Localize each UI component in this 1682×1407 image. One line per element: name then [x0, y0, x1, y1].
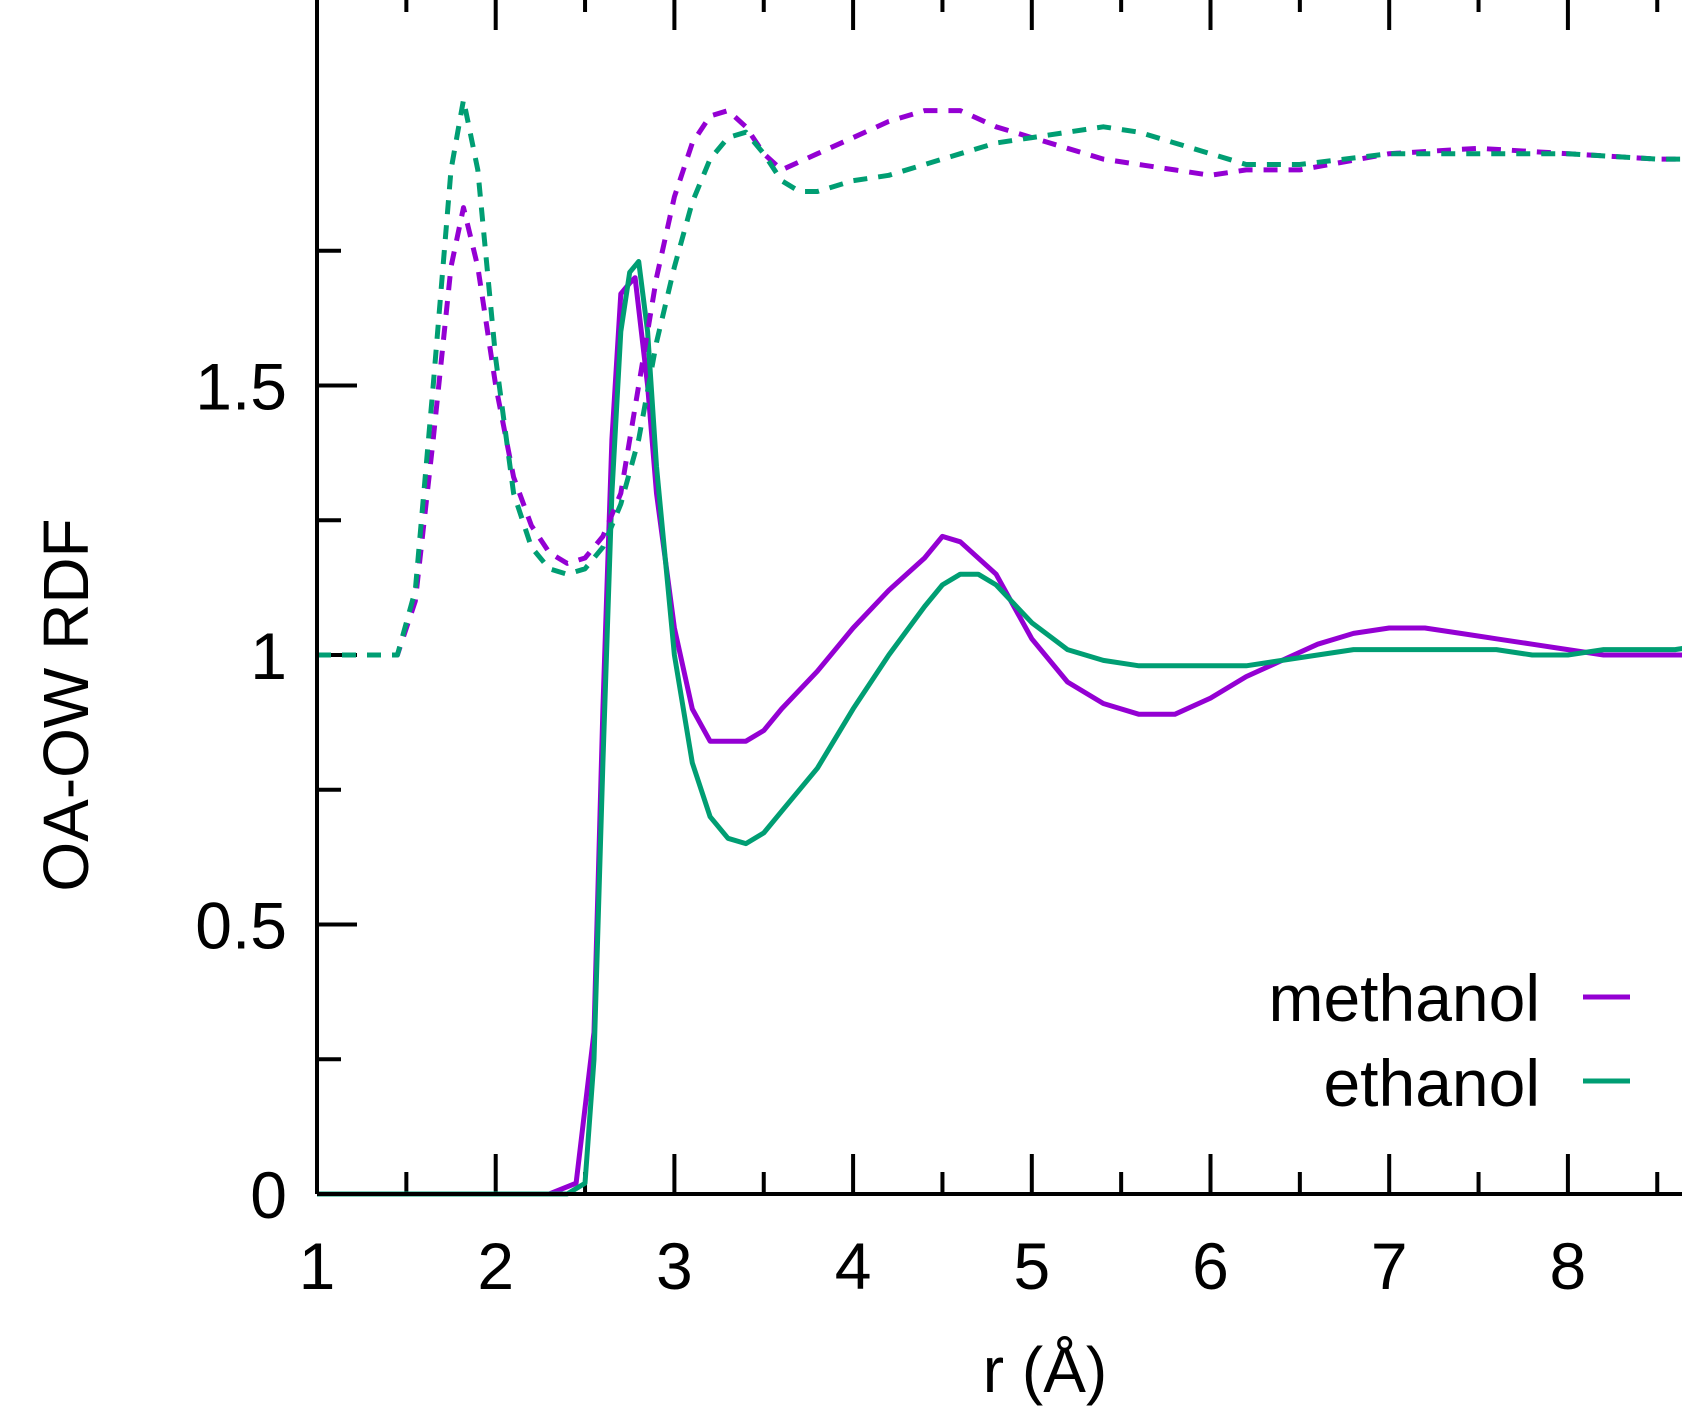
series-line-ethanol-dashed [317, 97, 1682, 658]
x-tick-label: 8 [1550, 1229, 1587, 1303]
series-line-ethanol [317, 259, 1682, 1197]
y-tick-label: 1.5 [195, 350, 287, 424]
x-axis-title: r (Å) [983, 1334, 1107, 1406]
y-tick-label: 0 [250, 1158, 287, 1232]
legend-label-ethanol: ethanol [1323, 1046, 1540, 1120]
series-line-methanol [317, 275, 1682, 1197]
legend-label-methanol: methanol [1268, 961, 1540, 1035]
x-tick-label: 1 [299, 1229, 336, 1303]
x-tick-label: 7 [1371, 1229, 1408, 1303]
legend: methanol ethanol [1268, 961, 1630, 1120]
x-tick-label: 4 [835, 1229, 872, 1303]
y-axis-title: OA-OW RDF [30, 518, 102, 891]
x-tick-label: 6 [1192, 1229, 1229, 1303]
axis-ticks [315, 0, 1660, 1196]
y-tick-label: 0.5 [195, 889, 287, 963]
x-tick-label: 5 [1013, 1229, 1050, 1303]
series-line-methanol-dashed [317, 108, 1682, 658]
tick-labels: 1 2 3 4 5 6 7 8 0 0.5 1 1.5 [195, 350, 1586, 1304]
series-lines [317, 97, 1682, 1197]
x-tick-label: 2 [477, 1229, 514, 1303]
y-tick-label: 1 [250, 619, 287, 693]
x-tick-label: 3 [656, 1229, 693, 1303]
axes [315, 0, 1682, 1196]
